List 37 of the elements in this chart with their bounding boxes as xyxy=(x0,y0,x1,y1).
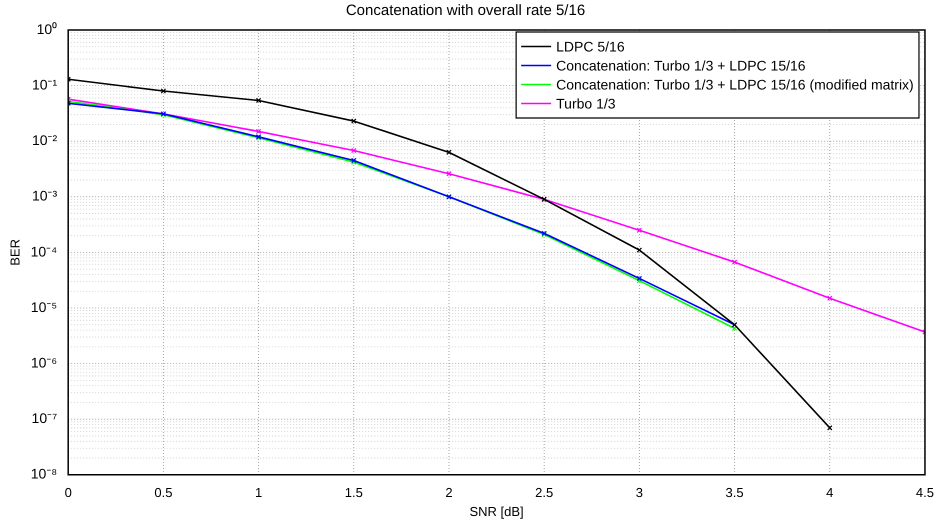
x-tick-label: 1.5 xyxy=(344,485,363,500)
point xyxy=(636,247,642,253)
x-tick-label: 2.5 xyxy=(535,485,554,500)
y-tick-label: 10⁻⁴ xyxy=(30,243,58,260)
legend-label: Concatenation: Turbo 1/3 + LDPC 15/16 (modified matrix) xyxy=(556,76,914,92)
x-tick-label: 0 xyxy=(64,485,72,500)
point xyxy=(351,118,356,124)
legend-label: Concatenation: Turbo 1/3 + LDPC 15/16 xyxy=(556,57,806,74)
point xyxy=(256,128,262,134)
point xyxy=(827,295,832,301)
x-tick-label: 4.5 xyxy=(916,485,934,500)
x-tick-label: 3.5 xyxy=(726,485,744,500)
point xyxy=(256,98,262,104)
y-tick-label: 10⁻⁷ xyxy=(32,410,58,426)
point xyxy=(732,259,738,265)
y-axis-title: BER xyxy=(7,239,22,266)
point xyxy=(351,148,356,154)
x-tick-label: 0.5 xyxy=(154,485,172,500)
x-tick-label: 2 xyxy=(445,485,453,500)
point xyxy=(636,228,642,233)
x-tick-label: 4 xyxy=(826,485,834,500)
y-tick-label: 10⁻³ xyxy=(32,188,58,204)
legend-label: Turbo 1/3 xyxy=(556,95,616,112)
point xyxy=(160,88,166,94)
chart-title: Concatenation with overall rate 5/16 xyxy=(346,2,586,20)
point xyxy=(446,171,452,176)
x-tick-label: 1 xyxy=(254,485,262,500)
y-tick-label: 10⁻⁸ xyxy=(30,466,58,482)
x-tick-label: 3 xyxy=(636,485,643,500)
y-tick-label: 10⁻² xyxy=(32,132,58,148)
x-axis-title: SNR [dB] xyxy=(469,504,524,519)
y-tick-label: 10⁻⁶ xyxy=(30,354,58,370)
y-tick-label: 10⁰ xyxy=(36,20,58,37)
point xyxy=(446,150,452,156)
legend-label: LDPC 5/16 xyxy=(556,38,625,54)
y-tick-label: 10⁻⁵ xyxy=(30,298,58,315)
y-tick-label: 10⁻¹ xyxy=(32,76,58,92)
